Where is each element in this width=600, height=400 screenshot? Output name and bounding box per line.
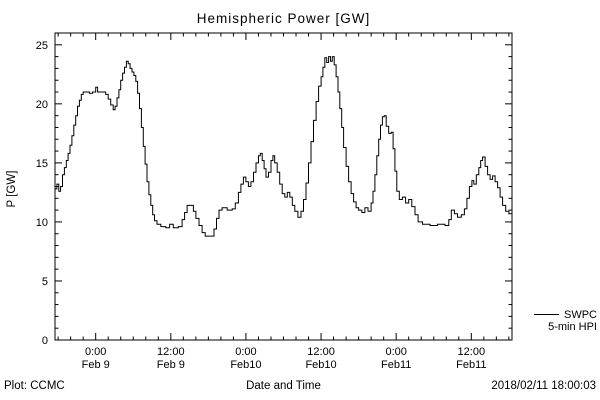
y-tick-label: 20 (36, 99, 48, 111)
series-line-swpc-5-min-hpi (55, 56, 512, 237)
x-tick-label: 12:00 (307, 346, 335, 358)
x-tick-label-date: Feb 9 (82, 359, 110, 371)
plot-source-text: Plot: CCMC (4, 380, 65, 392)
x-tick-label: 0:00 (385, 346, 406, 358)
x-tick-label-date: Feb11 (381, 359, 411, 371)
legend-label-source: SWPC (564, 309, 597, 321)
y-tick-label: 5 (42, 276, 48, 288)
x-axis-label: Date and Time (246, 380, 321, 392)
plot-frame (54, 32, 513, 341)
x-tick-label: 12:00 (458, 346, 486, 358)
chart-title: Hemispheric Power [GW] (196, 11, 371, 26)
y-tick-label: 15 (36, 158, 48, 170)
x-tick-label: 0:00 (235, 346, 256, 358)
y-tick-label: 0 (42, 335, 48, 347)
x-tick-label: 0:00 (85, 346, 106, 358)
x-tick-label-date: Feb10 (230, 359, 261, 371)
x-tick-label-date: Feb10 (305, 359, 336, 371)
x-tick-label-date: Feb 9 (157, 359, 185, 371)
y-axis-ticks: 0 5 10 15 20 25 (36, 32, 512, 347)
legend-entry: SWPC (534, 309, 597, 321)
y-axis-label: P [GW] (6, 170, 18, 208)
legend-line-sample (534, 313, 559, 315)
plot-timestamp: 2018/02/11 18:00:03 (491, 380, 596, 392)
y-tick-label: 10 (36, 217, 48, 229)
x-tick-label: 12:00 (157, 346, 185, 358)
y-tick-label: 25 (36, 40, 48, 52)
legend: SWPC 5-min HPI (534, 309, 597, 333)
x-tick-label-date: Feb11 (456, 359, 486, 371)
legend-label-series: 5-min HPI (548, 321, 597, 333)
